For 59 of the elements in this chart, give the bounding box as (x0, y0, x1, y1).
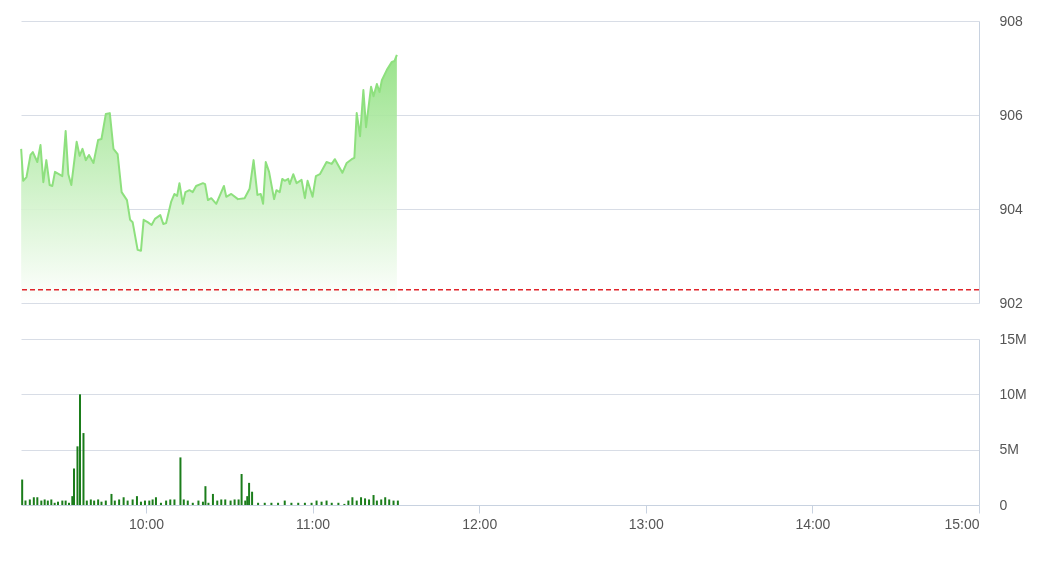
x-tick-label: 10:00 (128, 515, 165, 532)
bar (28, 499, 31, 505)
bar (310, 502, 313, 505)
bar (240, 474, 243, 505)
bar (388, 499, 391, 505)
bar (233, 499, 236, 505)
bar (191, 502, 194, 505)
bar (182, 499, 185, 505)
bar (53, 502, 56, 505)
bar (204, 486, 207, 505)
y-tick-label: 0 (999, 496, 1008, 513)
bar (21, 479, 24, 505)
bar (122, 497, 125, 505)
bar (257, 502, 260, 505)
y-tick-label: 15M (999, 330, 1027, 347)
bar (89, 499, 92, 505)
x-tick-label: 11:00 (296, 515, 331, 532)
y-tick-label: 10M (999, 385, 1027, 402)
bar (179, 457, 182, 505)
bar (135, 496, 138, 505)
bar (36, 497, 39, 505)
bar (290, 502, 293, 505)
bar (169, 499, 172, 505)
y-tick-label: 902 (999, 294, 1024, 311)
bar (364, 498, 367, 505)
bar (330, 502, 333, 505)
x-tick-label: 14:00 (795, 515, 831, 532)
bar (270, 502, 273, 505)
y-tick-label: 5M (999, 441, 1019, 458)
bar (380, 499, 383, 505)
bar (368, 499, 371, 505)
bar (372, 495, 375, 505)
bar (118, 499, 121, 505)
bar (351, 497, 354, 505)
bar (277, 502, 280, 505)
x-tick-label: 15:00 (944, 515, 980, 532)
bar (154, 497, 157, 505)
y-tick-label: 908 (999, 12, 1024, 29)
x-tick-label: 12:00 (462, 515, 498, 532)
bar (159, 502, 162, 505)
bar (131, 499, 134, 505)
y-tick-label: 906 (999, 106, 1024, 123)
bar (211, 493, 214, 505)
y-tick-label: 904 (999, 200, 1024, 217)
bar (360, 497, 363, 505)
bar (263, 502, 266, 505)
bar (50, 499, 53, 505)
bar (303, 502, 306, 505)
bar (384, 497, 387, 505)
bar (224, 499, 227, 505)
bar (220, 499, 223, 505)
bar (173, 499, 176, 505)
bar (32, 497, 35, 505)
bar (110, 493, 113, 505)
bar (337, 502, 340, 505)
bar (297, 502, 300, 505)
x-tick-label: 13:00 (628, 515, 665, 532)
bar (78, 394, 81, 505)
bar (248, 482, 251, 505)
